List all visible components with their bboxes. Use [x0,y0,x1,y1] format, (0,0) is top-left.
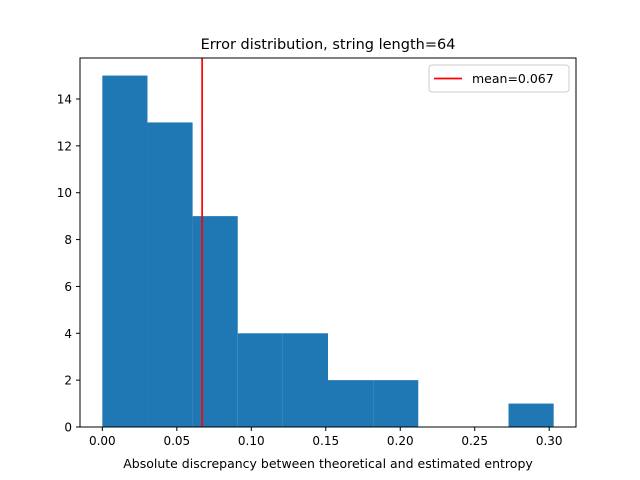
histogram-bar [102,75,148,428]
chart-title: Error distribution, string length=64 [201,37,456,53]
histogram-bar [147,122,193,427]
x-tick-label: 0.00 [89,434,116,448]
y-tick-label: 4 [64,327,72,341]
y-tick-label: 14 [57,93,72,107]
legend-label-mean: mean=0.067 [472,71,554,86]
histogram-bar [373,380,419,427]
legend: mean=0.067 [428,64,570,93]
y-tick-label: 10 [57,186,72,200]
y-tick-label: 12 [57,139,72,153]
legend-box [428,64,570,93]
histogram-bars [102,75,554,428]
x-axis-ticks: 0.00 0.05 0.10 0.15 0.20 0.25 0.30 [89,427,563,448]
x-tick-label: 0.05 [163,434,190,448]
x-tick-label: 0.25 [461,434,488,448]
x-axis-label: Absolute discrepancy between theoretical… [123,456,533,471]
y-tick-label: 0 [64,421,72,435]
x-tick-label: 0.20 [387,434,414,448]
x-tick-label: 0.10 [238,434,265,448]
histogram-bar [508,403,554,427]
x-tick-label: 0.30 [536,434,563,448]
histogram-bar [282,333,328,427]
x-tick-label: 0.15 [312,434,339,448]
y-tick-label: 6 [64,280,72,294]
histogram-bar [328,380,374,427]
histogram-bar [237,333,283,427]
y-tick-label: 2 [64,374,72,388]
plot-frame [79,57,577,428]
histogram-bar [192,216,238,427]
y-axis-ticks: 0 2 4 6 8 10 12 14 [57,93,80,435]
y-tick-label: 8 [64,233,72,247]
